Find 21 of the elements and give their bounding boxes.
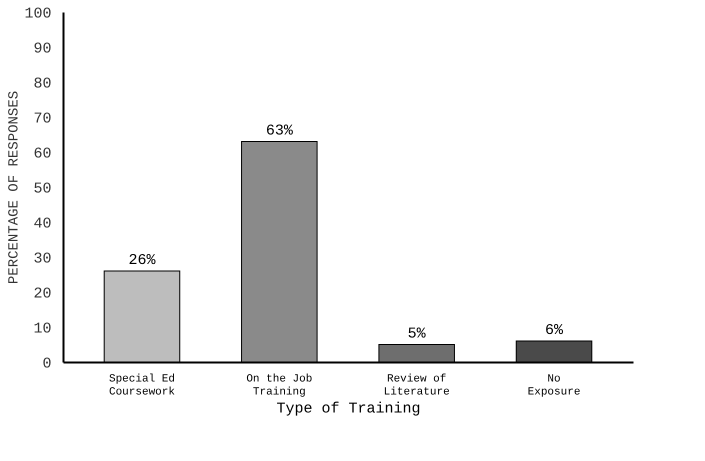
y-tick-label: 60 — [33, 146, 52, 162]
data-label: 63% — [266, 122, 294, 140]
y-tick-label: 50 — [33, 180, 52, 198]
data-label: 26% — [128, 252, 156, 269]
x-tick-label: Review of Literature — [384, 374, 450, 398]
data-label: 6% — [545, 322, 564, 339]
y-tick-label: 0 — [42, 356, 52, 372]
x-tick-label: Special Ed Coursework — [108, 374, 176, 398]
y-tick-label: 10 — [33, 320, 52, 338]
y-tick-label: 40 — [33, 216, 52, 232]
x-axis-title: Type of Training — [276, 400, 421, 418]
x-tick-label: No Exposure — [528, 374, 580, 398]
y-tick-label: 100 — [24, 6, 52, 22]
x-tick-label: On the Job Training — [246, 374, 312, 398]
y-tick-label: 20 — [33, 286, 52, 302]
y-tick-label: 80 — [33, 76, 52, 92]
y-tick-label: 70 — [33, 110, 52, 128]
y-tick-label: 90 — [33, 40, 52, 58]
y-axis-title: PERCENTAGE OF RESPONSES — [6, 90, 22, 284]
y-tick-label: 30 — [33, 250, 52, 268]
data-label: 5% — [408, 326, 427, 342]
